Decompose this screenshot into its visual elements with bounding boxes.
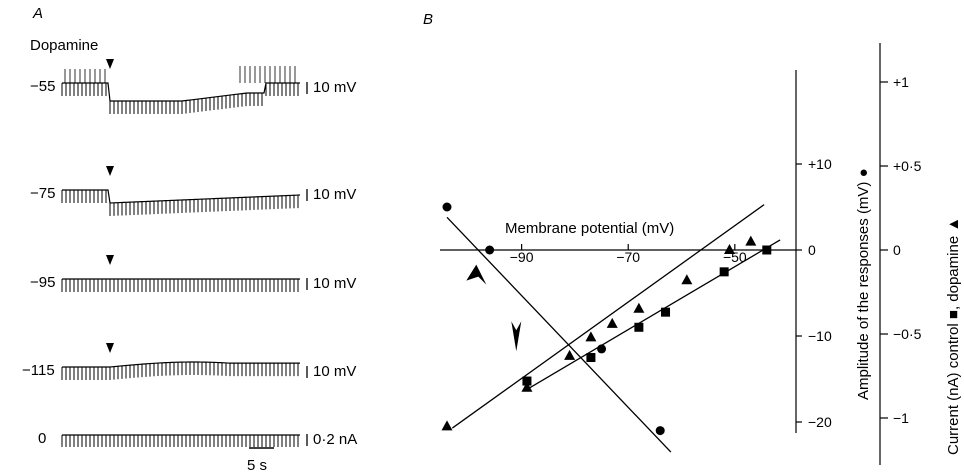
voltage-trace: −55 10 mV bbox=[30, 59, 356, 114]
x-axis-title: Membrane potential (mV) bbox=[505, 220, 674, 237]
response-point bbox=[655, 426, 665, 436]
dopamine-current-point bbox=[564, 349, 576, 360]
time-scale-label: 5 s bbox=[247, 457, 267, 474]
scale-label: 10 mV bbox=[313, 275, 356, 292]
dopamine-current-point bbox=[585, 331, 597, 342]
scale-label: 0·2 nA bbox=[313, 431, 357, 448]
reversal-arrowhead bbox=[466, 264, 487, 285]
y2-tick-label: −1 bbox=[893, 410, 909, 426]
y2-ticks: +1 +0·5 0 −0·5 −1 bbox=[880, 74, 922, 426]
holding-potential-label: −75 bbox=[30, 185, 55, 202]
y1-tick-label: −10 bbox=[808, 328, 832, 344]
fit-lines bbox=[446, 204, 781, 453]
response-point bbox=[442, 202, 452, 212]
dopamine-arrowhead bbox=[106, 255, 114, 265]
voltage-trace: −75 10 mV bbox=[30, 166, 356, 216]
y2-tick-label: 0 bbox=[893, 242, 901, 258]
response-point bbox=[485, 245, 495, 255]
dopamine-current-point bbox=[633, 302, 645, 313]
control-current-point bbox=[762, 245, 772, 255]
reversal-arrowhead bbox=[511, 321, 522, 352]
voltage-trace: −115 10 mV bbox=[22, 343, 356, 380]
dopamine-current-point bbox=[441, 420, 453, 431]
dopamine-arrowhead bbox=[106, 166, 114, 176]
y2-tick-label: −0·5 bbox=[893, 326, 922, 342]
dopamine-arrowhead bbox=[106, 59, 114, 69]
scale-label: 10 mV bbox=[313, 79, 356, 96]
voltage-trace: −95 10 mV bbox=[30, 255, 356, 292]
control-current-point bbox=[634, 322, 644, 332]
x-tick-label: −70 bbox=[616, 249, 640, 265]
panel-b-label: B bbox=[423, 11, 433, 28]
y2-axis-title: Current (nA) control ■, dopamine ▲ bbox=[945, 217, 962, 455]
x-tick-label: −90 bbox=[510, 249, 534, 265]
control-current-point bbox=[661, 307, 671, 317]
holding-potential-label: −55 bbox=[30, 78, 55, 95]
panel-a-label: A bbox=[32, 5, 43, 22]
y1-tick-label: 0 bbox=[808, 242, 816, 258]
response-point bbox=[597, 344, 607, 354]
scale-label: 10 mV bbox=[313, 363, 356, 380]
control-current-point bbox=[522, 376, 532, 386]
regression-line bbox=[526, 239, 781, 390]
regression-line bbox=[451, 204, 765, 429]
control-current-point bbox=[586, 353, 596, 363]
trace-group: −55 10 mV −75 10 mV −95 10 mV −115 10 mV 0 0·2 nA bbox=[22, 59, 357, 448]
y1-tick-label: +10 bbox=[808, 156, 832, 172]
holding-potential-label: 0 bbox=[38, 430, 46, 447]
dopamine-label: Dopamine bbox=[30, 37, 98, 54]
x-ticks: −90 −70 −50 bbox=[510, 244, 747, 265]
panel-b: B −90 −70 −50 Membrane potential (mV) +100… bbox=[423, 11, 962, 465]
y1-ticks: +10 0 −10 −20 bbox=[796, 156, 832, 430]
reversal-markers bbox=[466, 264, 522, 352]
regression-line bbox=[446, 216, 672, 453]
dopamine-current-point bbox=[723, 244, 735, 254]
y1-axis-title: Amplitude of the responses (mV) ● bbox=[855, 168, 872, 400]
dopamine-current-point bbox=[681, 274, 693, 285]
dopamine-current-point bbox=[745, 235, 757, 246]
holding-potential-label: −115 bbox=[22, 362, 55, 379]
holding-potential-label: −95 bbox=[30, 274, 55, 291]
scale-label: 10 mV bbox=[313, 186, 356, 203]
dopamine-current-point bbox=[521, 381, 533, 392]
y2-tick-label: +1 bbox=[893, 74, 909, 90]
y1-tick-label: −20 bbox=[808, 414, 832, 430]
dopamine-current-point bbox=[606, 317, 618, 328]
data-points bbox=[441, 202, 772, 436]
voltage-trace: 0 0·2 nA bbox=[38, 430, 357, 448]
dopamine-arrowhead bbox=[106, 343, 114, 353]
y2-tick-label: +0·5 bbox=[893, 158, 922, 174]
panel-a: A Dopamine −55 10 mV −75 10 mV −95 10 mV −115 1… bbox=[22, 5, 357, 474]
spikes bbox=[64, 66, 296, 83]
control-current-point bbox=[719, 267, 729, 277]
